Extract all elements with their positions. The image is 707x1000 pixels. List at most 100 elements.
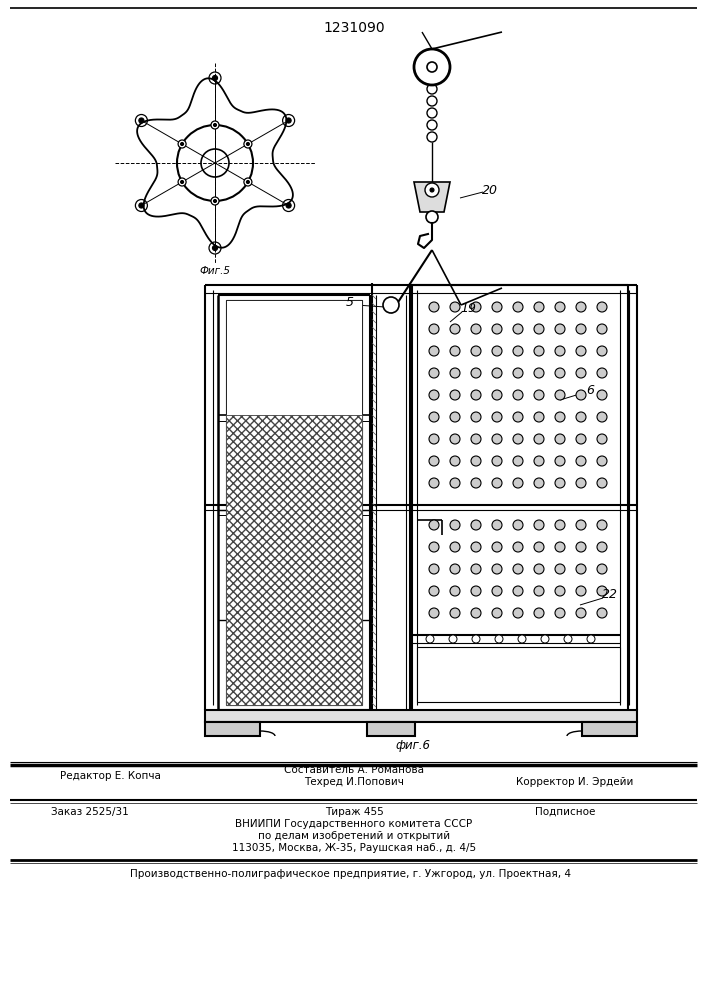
Circle shape [534,542,544,552]
Circle shape [495,635,503,643]
Circle shape [450,478,460,488]
Circle shape [513,434,523,444]
Circle shape [450,586,460,596]
Circle shape [534,302,544,312]
Circle shape [555,324,565,334]
Text: по делам изобретений и открытий: по делам изобретений и открытий [258,831,450,841]
Circle shape [450,564,460,574]
Circle shape [471,390,481,400]
Circle shape [513,456,523,466]
Circle shape [427,120,437,130]
Circle shape [471,542,481,552]
Circle shape [492,520,502,530]
Circle shape [471,412,481,422]
Circle shape [492,412,502,422]
Bar [226,415,362,705]
Circle shape [213,76,218,81]
Text: 22: 22 [602,588,618,601]
Circle shape [139,118,144,123]
Circle shape [214,123,216,126]
Text: Техред И.Попович: Техред И.Попович [304,777,404,787]
Circle shape [213,245,218,250]
Circle shape [426,211,438,223]
Circle shape [247,142,250,145]
Circle shape [492,542,502,552]
Circle shape [427,84,437,94]
Circle shape [450,368,460,378]
Circle shape [450,456,460,466]
Circle shape [576,302,586,312]
Circle shape [513,346,523,356]
Circle shape [555,586,565,596]
Circle shape [429,608,439,618]
Circle shape [597,456,607,466]
Circle shape [513,564,523,574]
Circle shape [492,368,502,378]
Circle shape [244,178,252,186]
Bar [417,647,620,702]
Circle shape [450,412,460,422]
Circle shape [555,478,565,488]
Circle shape [555,564,565,574]
Circle shape [576,368,586,378]
Circle shape [178,178,186,186]
Circle shape [492,586,502,596]
Text: 20: 20 [482,184,498,196]
Circle shape [472,635,480,643]
Circle shape [513,412,523,422]
Circle shape [513,542,523,552]
Circle shape [576,434,586,444]
Circle shape [576,324,586,334]
Circle shape [534,324,544,334]
Text: ВНИИПИ Государственного комитета СССР: ВНИИПИ Государственного комитета СССР [235,819,472,829]
Circle shape [414,49,450,85]
Circle shape [430,188,434,192]
Circle shape [513,390,523,400]
Circle shape [286,118,291,123]
Circle shape [597,586,607,596]
Circle shape [450,324,460,334]
Text: 6: 6 [586,383,594,396]
Circle shape [513,520,523,530]
Circle shape [471,302,481,312]
Text: Фиг.5: Фиг.5 [199,266,230,276]
Circle shape [576,346,586,356]
Circle shape [534,412,544,422]
Circle shape [429,478,439,488]
Circle shape [471,586,481,596]
Circle shape [513,608,523,618]
Circle shape [450,346,460,356]
Circle shape [597,434,607,444]
Circle shape [534,564,544,574]
Circle shape [555,434,565,444]
Circle shape [211,121,219,129]
Circle shape [555,390,565,400]
Text: 5: 5 [346,296,354,308]
Circle shape [534,390,544,400]
Circle shape [244,140,252,148]
Circle shape [450,520,460,530]
Circle shape [492,478,502,488]
Bar [205,722,260,736]
Text: 113035, Москва, Ж-35, Раушская наб., д. 4/5: 113035, Москва, Ж-35, Раушская наб., д. … [232,843,476,853]
Circle shape [513,586,523,596]
Circle shape [576,520,586,530]
Circle shape [555,412,565,422]
Circle shape [555,302,565,312]
Circle shape [426,635,434,643]
Circle shape [450,434,460,444]
Circle shape [597,608,607,618]
Circle shape [449,635,457,643]
Circle shape [513,368,523,378]
Circle shape [534,456,544,466]
Circle shape [471,608,481,618]
Circle shape [492,564,502,574]
Circle shape [555,542,565,552]
Circle shape [534,520,544,530]
Circle shape [513,324,523,334]
Circle shape [555,608,565,618]
Circle shape [427,96,437,106]
Circle shape [534,368,544,378]
Circle shape [513,302,523,312]
Circle shape [471,346,481,356]
